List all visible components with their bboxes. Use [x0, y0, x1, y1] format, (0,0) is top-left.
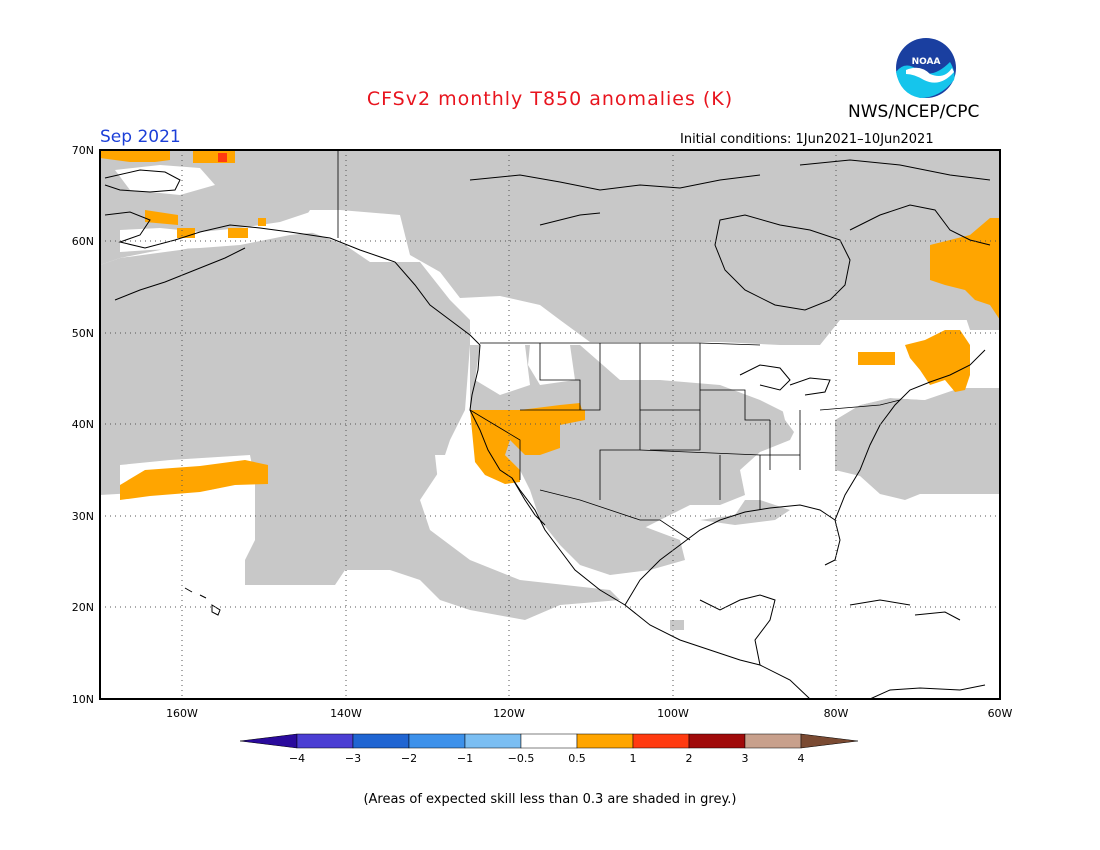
coastlines: [104, 159, 991, 699]
colorbar-label: −4: [289, 752, 305, 765]
noaa-logo: NOAA: [896, 38, 956, 98]
colorbar-label: 0.5: [568, 752, 586, 765]
borders: [337, 150, 901, 541]
colorbar-bin: [352, 733, 410, 749]
lat-tick-20n: 20N: [72, 601, 94, 614]
colorbar-label: −3: [345, 752, 361, 765]
colorbar-bin: [688, 733, 746, 749]
colorbar-label: 1: [630, 752, 637, 765]
colorbar-bin: [408, 733, 466, 749]
lat-tick-40n: 40N: [72, 418, 94, 431]
colorbar-label: −2: [401, 752, 417, 765]
lat-tick-10n: 10N: [72, 693, 94, 706]
colorbar: −4 −3 −2 −1 −0.5 0.5 1 2 3 4: [239, 733, 859, 765]
strong-anomaly-cell: [218, 153, 227, 162]
lat-tick-60n: 60N: [72, 235, 94, 248]
colorbar-bin: [520, 733, 578, 749]
lon-tick-160w: 160W: [166, 707, 198, 720]
colorbar-label: 2: [686, 752, 693, 765]
footnote: (Areas of expected skill less than 0.3 a…: [363, 792, 737, 807]
lat-tick-70n: 70N: [72, 144, 94, 157]
lon-tick-120w: 120W: [493, 707, 525, 720]
lon-tick-60w: 60W: [988, 707, 1013, 720]
svg-text:NOAA: NOAA: [912, 57, 941, 67]
colorbar-label: −1: [457, 752, 473, 765]
colorbar-bin: [464, 733, 522, 749]
colorbar-label: 3: [742, 752, 749, 765]
colorbar-bin: [632, 733, 690, 749]
lon-tick-100w: 100W: [657, 707, 689, 720]
colorbar-bin: [296, 733, 354, 749]
initial-conditions: Initial conditions: 1Jun2021–10Jun2021: [680, 132, 934, 147]
chart-title: CFSv2 monthly T850 anomalies (K): [366, 88, 734, 110]
valid-month: Sep 2021: [100, 127, 181, 147]
colorbar-bin: [576, 733, 634, 749]
colorbar-arrow-right: [800, 733, 859, 749]
graticule: [100, 150, 1000, 699]
warm-anomaly-regions: [100, 150, 1000, 500]
colorbar-bin: [744, 733, 802, 749]
colorbar-label: 4: [798, 752, 805, 765]
lon-tick-140w: 140W: [330, 707, 362, 720]
lat-tick-50n: 50N: [72, 327, 94, 340]
lon-tick-80w: 80W: [824, 707, 849, 720]
plot-frame: [99, 149, 1001, 700]
colorbar-arrow-left: [239, 733, 298, 749]
colorbar-label: −0.5: [508, 752, 535, 765]
lat-tick-30n: 30N: [72, 510, 94, 523]
org-label: NWS/NCEP/CPC: [848, 102, 980, 122]
